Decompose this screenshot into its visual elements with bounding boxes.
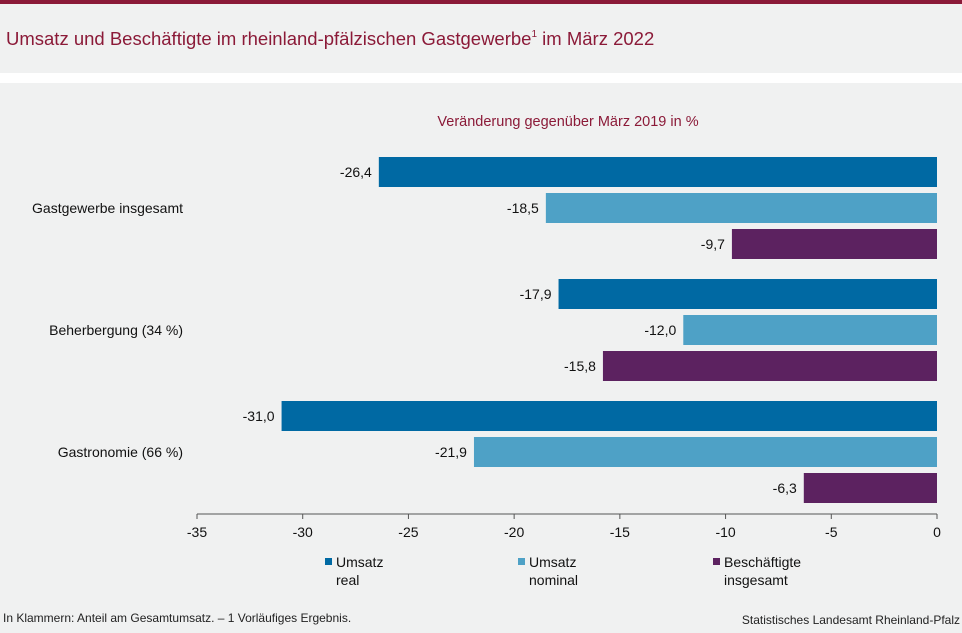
- bar: [473, 437, 937, 467]
- bar: [545, 193, 937, 223]
- source-credit: Statistisches Landesamt Rheinland-Pfalz: [741, 613, 960, 627]
- legend-swatch: [518, 558, 525, 565]
- category-label: Gastronomie (66 %): [58, 444, 183, 460]
- header: Umsatz und Beschäftigte im rheinland-pfä…: [0, 4, 962, 73]
- data-label: -21,9: [435, 444, 467, 460]
- legend-label: insgesamt: [724, 572, 788, 588]
- bar: [803, 473, 937, 503]
- x-tick-label: -10: [715, 524, 735, 540]
- data-label: -26,4: [340, 164, 372, 180]
- legend-swatch: [325, 558, 332, 565]
- data-label: -18,5: [507, 200, 539, 216]
- data-label: -17,9: [520, 286, 552, 302]
- bar: [683, 315, 937, 345]
- legend-label: Umsatz: [336, 554, 383, 570]
- category-label: Gastgewerbe insgesamt: [32, 200, 183, 216]
- data-label: -9,7: [701, 236, 725, 252]
- bar: [731, 229, 937, 259]
- x-tick-label: -5: [825, 524, 838, 540]
- x-tick-label: -30: [293, 524, 313, 540]
- data-label: -31,0: [243, 408, 275, 424]
- legend-label: Umsatz: [529, 554, 576, 570]
- x-tick-label: 0: [933, 524, 941, 540]
- bar-chart: Veränderung gegenüber März 2019 in % Gast…: [32, 114, 941, 588]
- legend-label: Beschäftigte: [724, 554, 801, 570]
- x-tick-label: -15: [610, 524, 630, 540]
- chart-subtitle: Veränderung gegenüber März 2019 in %: [437, 114, 698, 130]
- title-suffix: im März 2022: [537, 28, 655, 49]
- x-tick-label: -35: [187, 524, 207, 540]
- category-label: Beherbergung (34 %): [49, 322, 183, 338]
- bar: [558, 279, 937, 309]
- legend-label: real: [336, 572, 359, 588]
- header-divider: [0, 73, 962, 83]
- data-label: -12,0: [644, 322, 676, 338]
- bar: [281, 401, 938, 431]
- bar: [602, 351, 937, 381]
- top-rule: [0, 0, 962, 4]
- x-tick-label: -20: [504, 524, 524, 540]
- title-footnote-mark: 1: [531, 29, 538, 40]
- x-tick-label: -25: [398, 524, 418, 540]
- data-label: -6,3: [773, 480, 797, 496]
- page-title: Umsatz und Beschäftigte im rheinland-pfä…: [6, 28, 655, 49]
- data-label: -15,8: [564, 358, 596, 374]
- legend-swatch: [713, 558, 720, 565]
- bar: [378, 157, 937, 187]
- legend-label: nominal: [529, 572, 578, 588]
- footnote: In Klammern: Anteil am Gesamtumsatz. – 1…: [3, 611, 352, 625]
